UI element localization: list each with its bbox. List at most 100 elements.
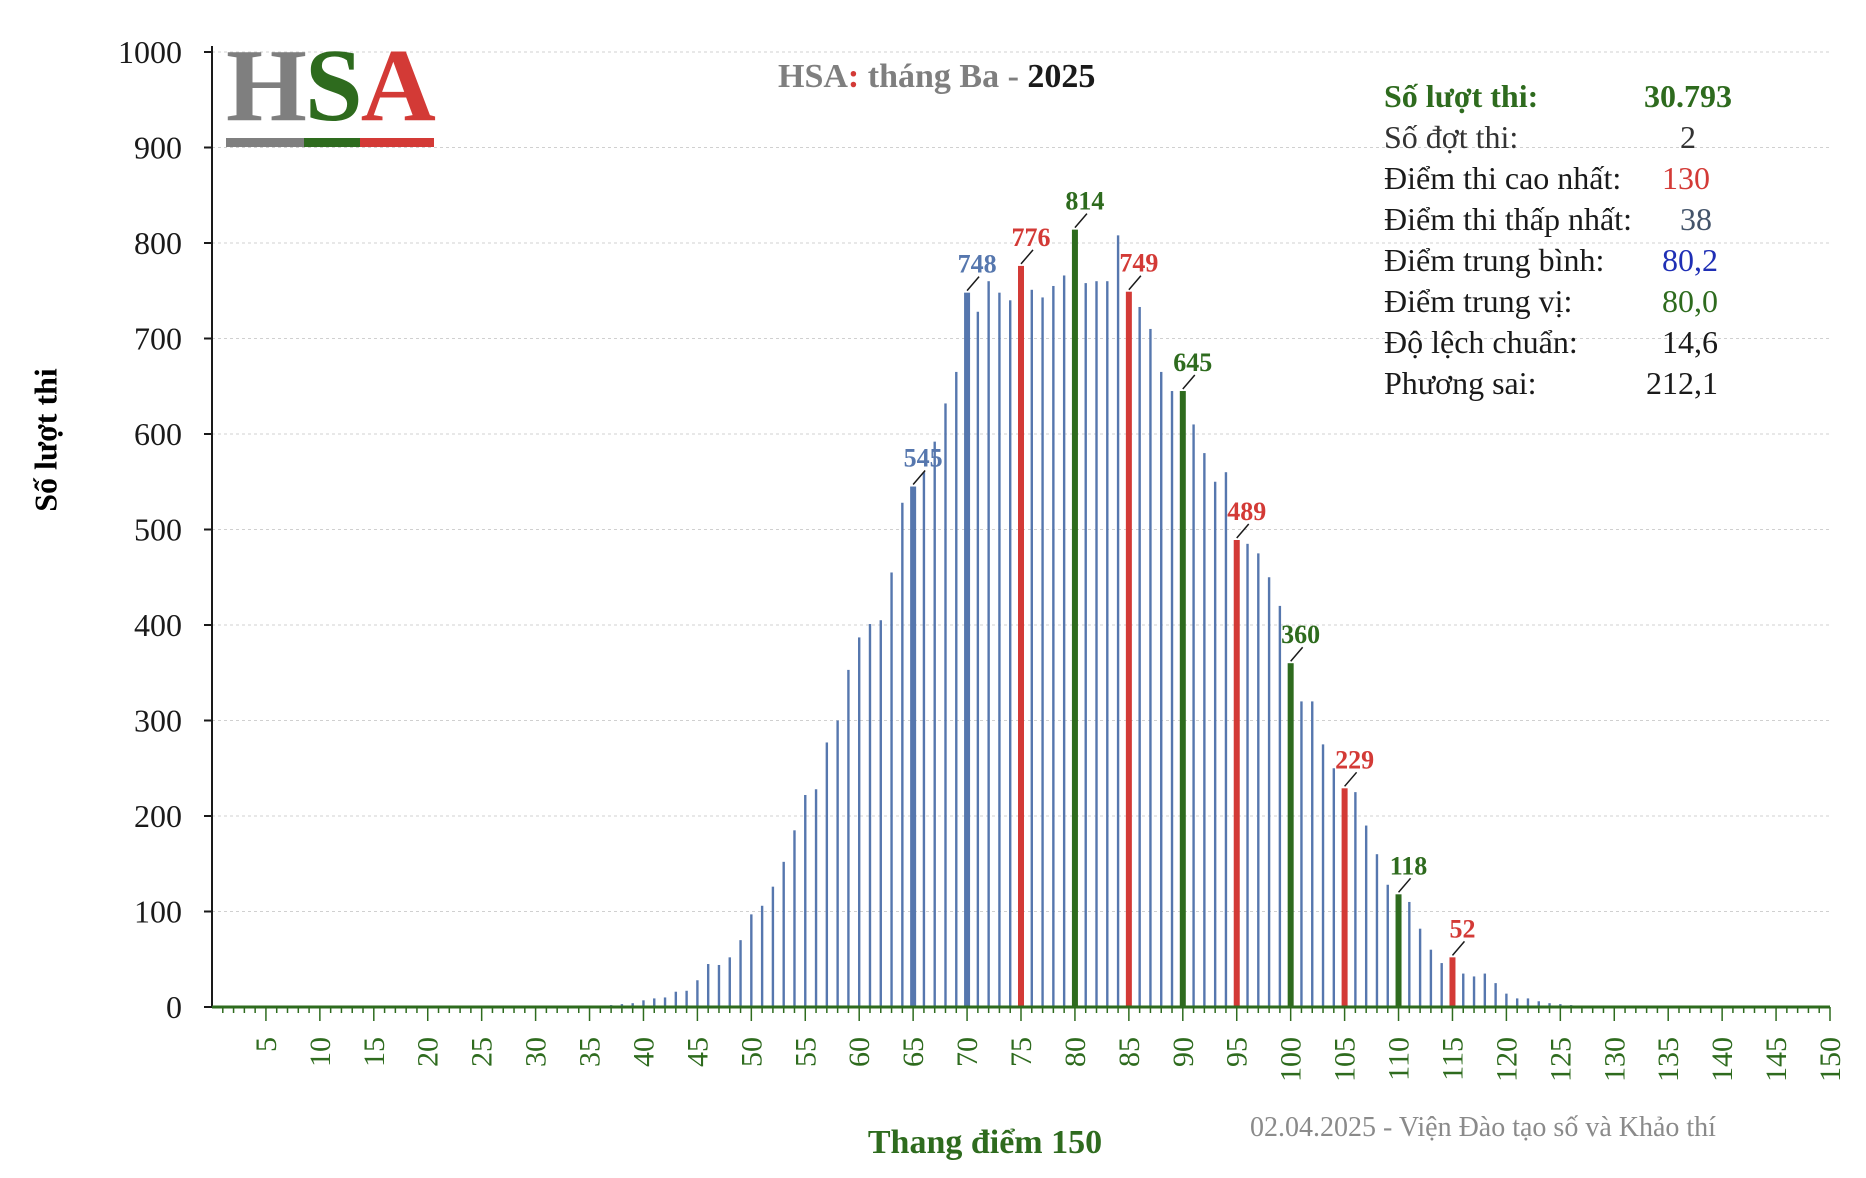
data-label-leader — [1397, 877, 1412, 893]
x-tick-label: 55 — [789, 1037, 822, 1067]
x-tick-label: 60 — [843, 1037, 876, 1067]
x-tick-label: 80 — [1059, 1037, 1092, 1067]
histogram-bar — [782, 861, 785, 1007]
histogram-bar — [1364, 825, 1368, 1007]
data-label: 748 — [958, 250, 997, 279]
histogram-bar — [847, 669, 850, 1007]
y-tick-label: 400 — [134, 607, 182, 643]
stats-panel: Số lượt thi: 30.793 Số đợt thi: 2 Điểm t… — [1384, 76, 1732, 404]
histogram-bar — [750, 914, 753, 1007]
x-tick-label: 65 — [897, 1037, 930, 1067]
data-label-leader — [966, 276, 980, 292]
x-tick-label: 135 — [1652, 1037, 1685, 1082]
histogram-bar — [1429, 949, 1433, 1007]
histogram-bar — [642, 1000, 645, 1007]
histogram-bar — [1449, 957, 1456, 1007]
histogram-bar — [1526, 998, 1530, 1007]
histogram-bar — [1052, 285, 1055, 1008]
histogram-bar — [879, 620, 882, 1007]
data-label: 118 — [1390, 851, 1428, 880]
x-tick-label: 10 — [304, 1037, 337, 1067]
histogram-bar — [674, 991, 678, 1007]
histogram-bar — [1213, 481, 1217, 1007]
logo-letter-s: S — [304, 28, 363, 143]
y-tick-label: 300 — [134, 703, 182, 739]
title-year: 2025 — [1027, 58, 1096, 95]
x-tick-label: 90 — [1167, 1037, 1200, 1067]
chart-title: HSA: tháng Ba - 2025 — [778, 58, 1095, 96]
histogram-bar — [1483, 973, 1487, 1007]
data-label-leader — [1344, 771, 1358, 787]
histogram-bar — [1395, 894, 1402, 1007]
histogram-bar — [1018, 265, 1024, 1007]
data-label-leader — [1290, 646, 1304, 662]
x-tick-label: 70 — [951, 1037, 984, 1067]
histogram-bar — [1084, 283, 1087, 1007]
histogram-bar — [793, 830, 796, 1007]
y-tick-label: 800 — [134, 225, 182, 261]
title-colon: : — [847, 58, 860, 95]
histogram-bar — [1106, 281, 1109, 1007]
histogram-bar — [1071, 229, 1078, 1007]
histogram-bar — [1494, 983, 1497, 1007]
stat-sessions: Số đợt thi: 2 — [1384, 119, 1696, 155]
logo-letter-a: A — [360, 28, 436, 143]
y-tick-label: 700 — [134, 321, 182, 357]
data-label: 645 — [1173, 348, 1212, 377]
title-hsa: HSA — [778, 58, 848, 95]
histogram-bar — [1203, 453, 1206, 1008]
x-tick-label: 125 — [1544, 1037, 1577, 1082]
histogram-bar — [728, 957, 731, 1007]
histogram-bar — [739, 940, 742, 1007]
x-tick-label: 110 — [1383, 1037, 1416, 1081]
x-tick-label: 35 — [574, 1037, 607, 1067]
logo-letter-h: H — [226, 28, 307, 143]
histogram-bar — [1246, 543, 1249, 1007]
y-tick-label: 200 — [134, 798, 182, 834]
x-tick-label: 30 — [520, 1037, 553, 1067]
y-tick-label: 1000 — [118, 34, 182, 70]
histogram-bar — [760, 905, 764, 1007]
histogram-bar — [1537, 1001, 1540, 1007]
x-tick-label: 40 — [627, 1037, 660, 1067]
y-tick-label: 0 — [166, 989, 182, 1025]
data-label-leader — [912, 470, 926, 486]
x-tick-label: 20 — [412, 1037, 445, 1067]
hsa-logo: HSA — [226, 34, 438, 147]
y-tick-label: 900 — [134, 130, 182, 166]
histogram-bar — [1332, 768, 1336, 1007]
data-label: 545 — [904, 444, 943, 473]
histogram-bar — [922, 472, 926, 1007]
x-tick-label: 85 — [1113, 1037, 1146, 1067]
title-month: tháng Ba - — [859, 58, 1028, 95]
stat-max-score: Điểm thi cao nhất: 130 — [1384, 160, 1710, 196]
histogram-bar — [1233, 540, 1240, 1007]
histogram-bar — [1300, 701, 1303, 1007]
histogram-bar — [1095, 281, 1098, 1007]
histogram-bar — [1125, 291, 1132, 1008]
stat-std-dev: Độ lệch chuẩn: 14,6 — [1384, 324, 1718, 360]
histogram-bar — [868, 624, 872, 1007]
histogram-bar — [771, 886, 775, 1007]
data-label-leader — [1128, 275, 1142, 291]
histogram-bar — [631, 1003, 634, 1007]
x-tick-label: 100 — [1275, 1037, 1308, 1082]
histogram-bar — [976, 311, 980, 1007]
stat-min-score: Điểm thi thấp nhất: 38 — [1384, 201, 1712, 237]
histogram-bar — [1257, 553, 1260, 1007]
histogram-bar — [1375, 854, 1379, 1007]
histogram-bar — [1160, 371, 1163, 1007]
histogram-bar — [987, 281, 990, 1007]
histogram-bar — [1386, 884, 1389, 1007]
histogram-bar — [1311, 701, 1314, 1007]
data-label: 229 — [1335, 745, 1374, 774]
histogram-bar — [685, 990, 688, 1007]
data-label-leader — [1074, 213, 1088, 229]
histogram-bar — [955, 371, 958, 1007]
x-tick-label: 105 — [1329, 1037, 1362, 1082]
histogram-bar — [1408, 901, 1411, 1007]
histogram-bar — [890, 572, 893, 1007]
histogram-bar — [717, 964, 721, 1007]
histogram-bar — [964, 292, 971, 1007]
